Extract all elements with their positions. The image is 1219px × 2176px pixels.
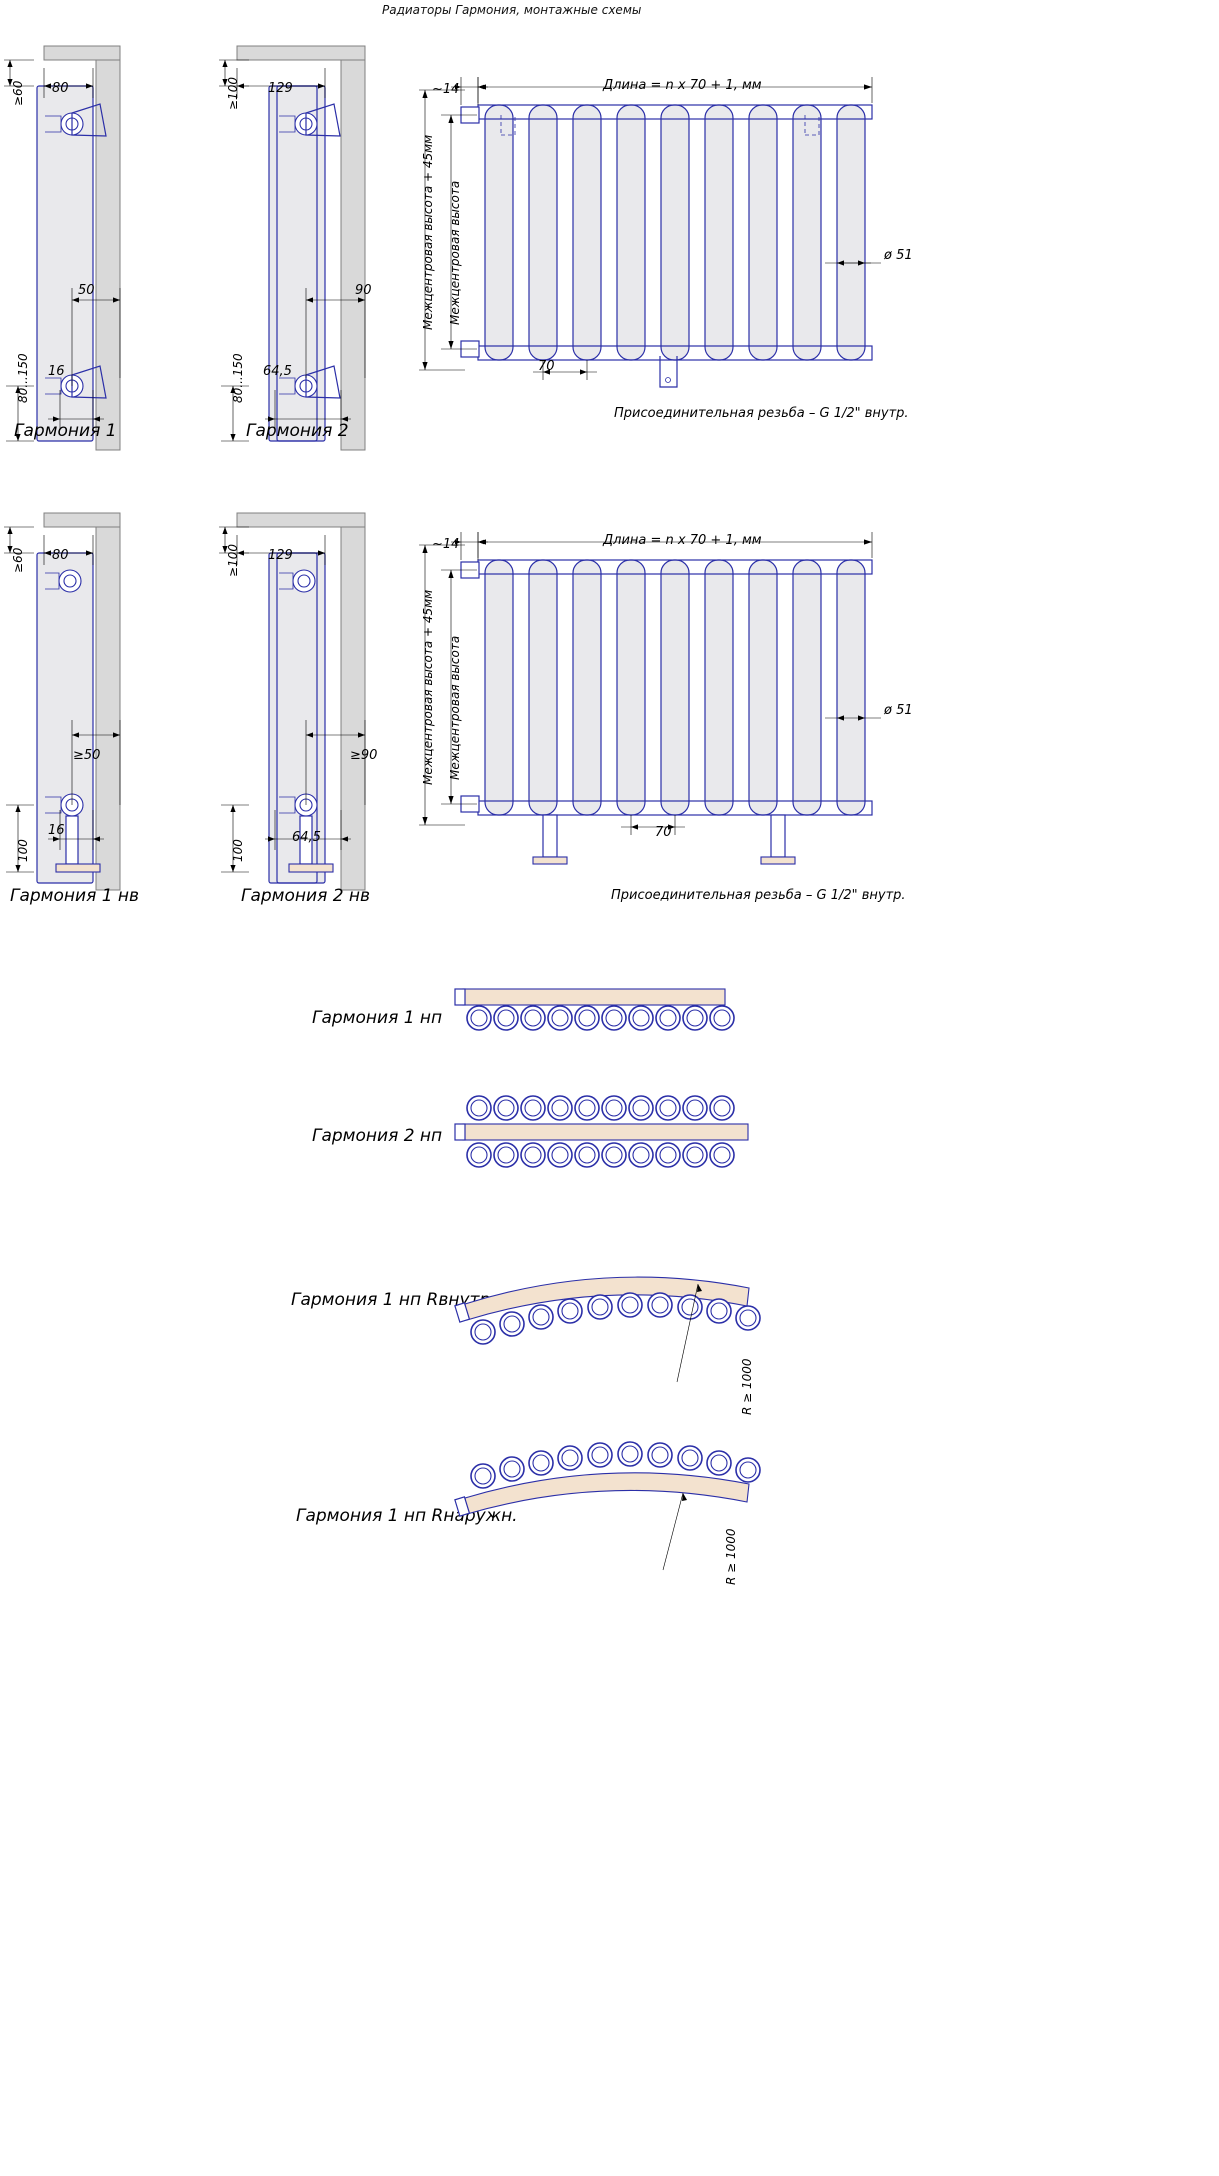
- garmonia-1-np-label: Гармония 1 нп: [312, 1008, 443, 1028]
- garmonia-2-label: Гармония 2: [246, 421, 349, 441]
- garmonia-front-bottom-drawing: [419, 532, 881, 865]
- front-bottom-dim-height: Межцентровая высота: [448, 635, 462, 780]
- g1-dim-side: 80...150: [16, 353, 30, 403]
- r-vnutr-radius-label: R ≥ 1000: [740, 1358, 754, 1415]
- front-bottom-dim-left-gap: ~14: [432, 537, 460, 552]
- g1-dim-width: 80: [52, 81, 69, 96]
- front-top-dim-diameter: ø 51: [884, 248, 913, 263]
- g2nv-dim-top-gap: ≥100: [226, 544, 240, 577]
- r-naruzhn-radius-label: R ≥ 1000: [724, 1528, 738, 1585]
- garmonia-1-np-r-vnutr-label: Гармония 1 нп Rвнутр.: [291, 1290, 496, 1310]
- garmonia-2-drawing: [219, 45, 366, 451]
- g1-dim-mid: 50: [78, 283, 95, 298]
- g2nv-dim-bottom: 64,5: [292, 830, 321, 845]
- front-top-dim-height: Межцентровая высота: [448, 180, 462, 325]
- front-bottom-thread-note: Присоединительная резьба – G 1/2" внутр.: [611, 888, 906, 903]
- g2-dim-width: 129: [268, 81, 293, 96]
- garmonia-2-nv-label: Гармония 2 нв: [241, 886, 371, 906]
- garmonia-1-label: Гармония 1: [14, 421, 117, 441]
- sheet-title: Радиаторы Гармония, монтажные схемы: [382, 3, 642, 17]
- g1-dim-bottom: 16: [48, 364, 65, 379]
- front-top-dim-pitch: 70: [538, 359, 555, 374]
- front-bottom-dim-length: Длина = n x 70 + 1, мм: [603, 533, 762, 548]
- g2-dim-mid: 90: [355, 283, 372, 298]
- garmonia-1-np-drawing: [454, 988, 735, 1031]
- g2nv-dim-width: 129: [268, 548, 293, 563]
- garmonia-1-nv-drawing: [4, 512, 121, 891]
- front-bottom-dim-pitch: 70: [655, 825, 672, 840]
- g2-dim-bottom: 64,5: [263, 364, 292, 379]
- front-top-dim-left-gap: ~14: [432, 82, 460, 97]
- front-top-dim-length: Длина = n x 70 + 1, мм: [603, 78, 762, 93]
- front-top-dim-height-plus: Межцентровая высота + 45мм: [421, 134, 435, 330]
- g1-dim-top-gap: ≥60: [11, 80, 25, 106]
- front-top-thread-note: Присоединительная резьба – G 1/2" внутр.: [614, 406, 909, 421]
- garmonia-1-drawing: [4, 45, 121, 451]
- g2nv-dim-mid: ≥90: [350, 748, 378, 763]
- front-bottom-dim-height-plus: Межцентровая высота + 45мм: [421, 589, 435, 785]
- garmonia-2-np-label: Гармония 2 нп: [312, 1126, 443, 1146]
- g1nv-dim-mid: ≥50: [73, 748, 101, 763]
- garmonia-2-np-drawing: [454, 1095, 749, 1168]
- g1nv-dim-top-gap: ≥60: [11, 547, 25, 573]
- g1nv-dim-bottom: 16: [48, 823, 65, 838]
- g2-dim-side: 80...150: [231, 353, 245, 403]
- garmonia-1-np-r-vnutr-drawing: [454, 1276, 761, 1383]
- g1nv-dim-width: 80: [52, 548, 69, 563]
- garmonia-1-nv-label: Гармония 1 нв: [10, 886, 140, 906]
- g2nv-dim-side: 100: [231, 839, 245, 862]
- g2-dim-top-gap: ≥100: [226, 77, 240, 110]
- garmonia-2-nv-drawing: [219, 512, 366, 891]
- g1nv-dim-side: 100: [16, 839, 30, 862]
- front-bottom-dim-diameter: ø 51: [884, 703, 913, 718]
- garmonia-1-np-r-naruzhn-drawing: [454, 1441, 761, 1571]
- garmonia-front-top-drawing: [419, 77, 881, 388]
